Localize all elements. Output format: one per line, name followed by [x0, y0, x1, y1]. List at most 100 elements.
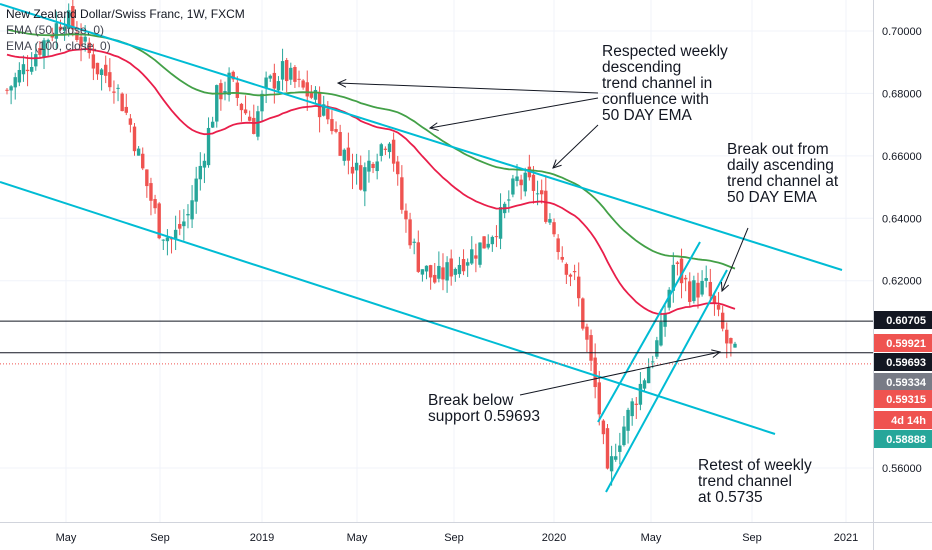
candle-body: [124, 106, 128, 113]
candle-body: [322, 104, 326, 116]
candle-body: [334, 129, 338, 132]
candle-body: [634, 403, 638, 405]
candle-body: [712, 295, 717, 304]
arrow-to-second-touch-head: [428, 122, 439, 131]
candle-body: [626, 409, 630, 431]
candle-body: [235, 82, 240, 98]
candle-body: [577, 276, 581, 299]
candle-body: [659, 321, 663, 346]
candle-body: [342, 149, 346, 161]
candle-body: [523, 172, 527, 192]
candle-body: [729, 338, 733, 344]
price-badge: [874, 411, 932, 429]
candle-body: [560, 256, 564, 260]
candle-body: [556, 238, 560, 253]
horizontal-price-lines: [0, 320, 873, 365]
candle-body: [581, 298, 585, 329]
candle-body: [83, 36, 87, 42]
ema-50-legend[interactable]: EMA (50, close, 0): [6, 23, 105, 37]
candle-body: [651, 361, 655, 363]
candle-body: [539, 190, 544, 195]
candle-body: [412, 241, 416, 243]
price-badge: [874, 334, 932, 352]
candle-body: [400, 177, 404, 210]
candle-body: [38, 48, 42, 55]
time-axis[interactable]: May Sep 2019 May Sep 2020 May Sep 2021: [0, 522, 932, 545]
ema-100-legend[interactable]: EMA (100, close, 0): [6, 39, 111, 53]
price-badge-label: 0.59693: [886, 357, 926, 369]
candle-body: [309, 91, 314, 98]
candle-body: [568, 274, 573, 277]
candle-body: [391, 139, 396, 164]
candle-body: [21, 64, 26, 75]
candle-body: [453, 268, 458, 275]
candle-body: [260, 93, 264, 112]
annotation-retest: Retest of weekly trend channel at 0.5735: [698, 457, 812, 506]
price-axis[interactable]: 0.70000 0.68000 0.66000 0.64000 0.62000 0.560…: [873, 0, 922, 550]
arrow-to-second-touch: [429, 97, 599, 129]
price-badge-label: 0.60705: [886, 315, 926, 327]
candle-body: [276, 81, 281, 91]
arrow-to-breakout-head: [720, 281, 730, 293]
price-badges: 0.60705 0.59921 0.59693 0.59334 0.59315 4d 14…: [874, 311, 932, 448]
candle-body: [511, 178, 515, 195]
x-tick-label: May: [347, 532, 368, 544]
price-badge-label: 0.59921: [886, 338, 926, 350]
candle-body: [404, 210, 408, 220]
x-tick-label: May: [56, 532, 77, 544]
y-tick-label: 0.62000: [882, 276, 922, 288]
candle-body: [350, 166, 355, 174]
candle-body: [601, 420, 606, 435]
candle-body: [609, 456, 614, 472]
candle-body: [132, 126, 137, 152]
candle-body: [725, 329, 729, 344]
candle-body: [330, 119, 334, 132]
candle-body: [13, 77, 17, 88]
candle-body: [597, 382, 601, 415]
candle-body: [231, 71, 235, 80]
candle-body: [182, 221, 186, 227]
candle-body: [54, 23, 59, 39]
candle-body: [149, 183, 153, 201]
candle-body: [572, 271, 577, 273]
candle-body: [671, 264, 676, 291]
price-badge: [874, 430, 932, 448]
candle-body: [700, 280, 704, 295]
candle-body: [128, 118, 133, 125]
candle-body: [99, 69, 104, 76]
candle-body: [383, 148, 388, 150]
candle-body: [186, 214, 190, 216]
candle-body: [618, 445, 622, 452]
candle-body: [66, 10, 71, 29]
candle-body: [679, 258, 684, 284]
price-badge-label: 0.58888: [886, 434, 926, 446]
candle-body: [408, 219, 412, 246]
candle-body: [367, 160, 371, 172]
candle-body: [120, 93, 124, 112]
candle-body: [301, 80, 305, 88]
candle-body: [498, 207, 503, 239]
candle-body: [293, 67, 297, 82]
candle-body: [515, 176, 519, 182]
candle-body: [375, 161, 379, 172]
candle-body: [223, 91, 227, 95]
candle-body: [313, 89, 318, 100]
candle-body: [272, 72, 277, 89]
candle-body: [507, 199, 511, 201]
candle-body: [136, 148, 141, 156]
candle-body: [688, 281, 692, 302]
candle-body: [169, 238, 174, 240]
x-tick-label: Sep: [444, 532, 464, 544]
x-tick-label: 2021: [834, 532, 858, 544]
candle-body: [531, 174, 536, 191]
candle-body: [379, 144, 383, 156]
candle-body: [116, 87, 120, 89]
price-badge: [874, 353, 932, 371]
candle-body: [178, 224, 182, 229]
arrow-to-support-break-head: [711, 349, 722, 358]
grid-lines: [0, 0, 873, 522]
candle-body: [552, 222, 556, 235]
candle-body: [675, 262, 680, 264]
candle-body: [461, 259, 466, 272]
